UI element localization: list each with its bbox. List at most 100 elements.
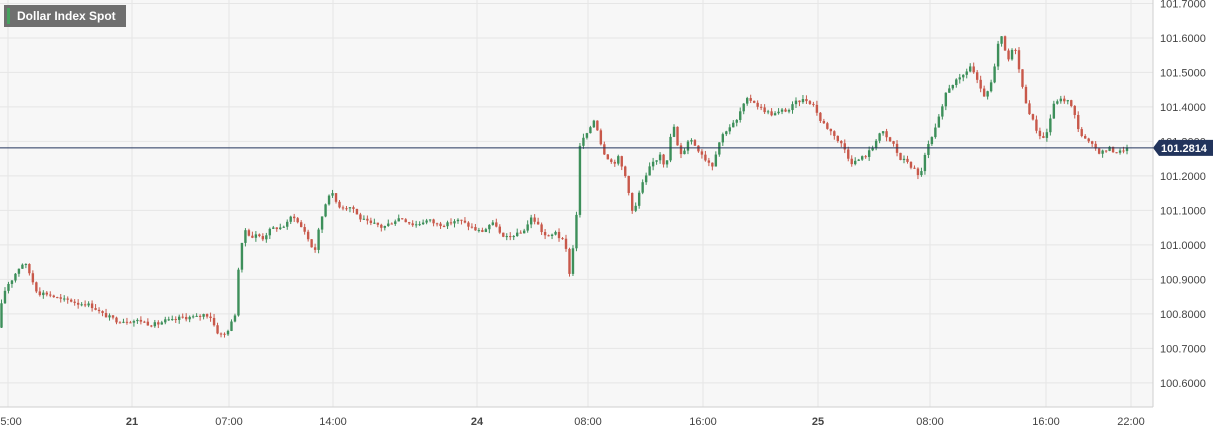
candle-body bbox=[268, 228, 272, 236]
candle-body bbox=[798, 100, 801, 103]
candle-body bbox=[21, 264, 24, 269]
candle-body bbox=[341, 207, 345, 209]
candle-body bbox=[596, 120, 599, 131]
candle-body bbox=[52, 295, 55, 298]
candle-body bbox=[1122, 150, 1125, 152]
candle-body bbox=[993, 66, 996, 83]
candle-body bbox=[826, 123, 829, 129]
candle-body bbox=[369, 220, 373, 223]
candle-body bbox=[69, 299, 73, 302]
x-tick-label: 08:00 bbox=[574, 416, 602, 428]
candle-body bbox=[739, 111, 742, 120]
candle-body bbox=[860, 156, 864, 160]
candle-body bbox=[97, 309, 101, 312]
candle-body bbox=[115, 317, 118, 323]
candle-body bbox=[617, 156, 620, 164]
candle-body bbox=[59, 297, 62, 299]
candle-body bbox=[700, 151, 704, 155]
candle-body bbox=[1056, 101, 1059, 104]
candle-body bbox=[909, 161, 913, 168]
x-tick-label: 08:00 bbox=[916, 416, 944, 428]
candle-body bbox=[394, 221, 397, 224]
candle-body bbox=[1104, 150, 1108, 152]
candle-body bbox=[941, 106, 944, 117]
candle-body bbox=[87, 303, 90, 306]
candle-body bbox=[467, 222, 470, 227]
candle-body bbox=[589, 127, 592, 134]
candle-body bbox=[533, 217, 536, 222]
candle-body bbox=[73, 301, 76, 303]
candle-body bbox=[927, 144, 930, 155]
candle-body bbox=[526, 224, 529, 231]
candle-body bbox=[94, 308, 97, 310]
candle-body bbox=[286, 221, 289, 227]
candle-body bbox=[843, 143, 846, 150]
candle-body bbox=[651, 161, 655, 167]
candles bbox=[0, 35, 1129, 338]
candle-body bbox=[857, 159, 860, 161]
candle-body bbox=[352, 207, 355, 209]
plot-area bbox=[0, 0, 1153, 407]
candle-body bbox=[28, 264, 31, 274]
candle-body bbox=[554, 231, 557, 235]
candle-body bbox=[540, 224, 543, 233]
candle-body bbox=[864, 156, 867, 158]
candle-body bbox=[191, 316, 195, 318]
candle-body bbox=[1028, 103, 1031, 115]
candle-body bbox=[634, 205, 637, 211]
candle-body bbox=[585, 133, 589, 138]
candle-body bbox=[108, 315, 111, 318]
candle-body bbox=[157, 322, 160, 325]
candle-body bbox=[1049, 118, 1052, 133]
candle-body bbox=[254, 234, 258, 238]
candle-body bbox=[543, 232, 547, 236]
candle-body bbox=[725, 131, 728, 135]
candle-body bbox=[805, 99, 808, 102]
candle-body bbox=[425, 220, 428, 223]
x-tick-label: 16:00 bbox=[1032, 416, 1060, 428]
candle-body bbox=[1080, 129, 1083, 136]
candle-body bbox=[791, 104, 794, 111]
candle-body bbox=[380, 224, 383, 228]
candle-body bbox=[683, 150, 686, 155]
candle-body bbox=[592, 120, 596, 128]
candle-body bbox=[498, 226, 501, 233]
candle-body bbox=[198, 315, 202, 317]
x-tick-label: 15:00 bbox=[0, 416, 22, 428]
candle-body bbox=[850, 158, 853, 165]
candle-body bbox=[150, 325, 153, 327]
candle-body bbox=[1111, 146, 1115, 153]
candle-body bbox=[1052, 103, 1056, 119]
candle-body bbox=[840, 140, 843, 144]
candle-body bbox=[610, 159, 613, 162]
candle-body bbox=[139, 319, 143, 322]
candle-body bbox=[282, 226, 285, 228]
candle-body bbox=[787, 110, 791, 112]
candle-body bbox=[1014, 49, 1017, 51]
candle-body bbox=[955, 79, 958, 86]
candle-body bbox=[383, 226, 387, 228]
candle-body bbox=[303, 227, 306, 232]
candle-body bbox=[334, 193, 338, 202]
candle-body bbox=[202, 314, 205, 317]
candle-body bbox=[899, 152, 902, 161]
candle-body bbox=[463, 220, 467, 223]
candle-body bbox=[829, 128, 833, 132]
candle-body bbox=[477, 230, 481, 232]
candle-body bbox=[219, 333, 223, 335]
candle-body bbox=[975, 72, 979, 80]
candle-body bbox=[613, 161, 616, 164]
candle-body bbox=[195, 315, 198, 317]
candle-body bbox=[780, 109, 784, 112]
candle-body bbox=[1077, 114, 1080, 130]
candle-body bbox=[627, 175, 630, 193]
candle-body bbox=[916, 168, 920, 176]
candle-body bbox=[460, 219, 463, 221]
candle-body bbox=[7, 283, 10, 291]
candle-body bbox=[209, 316, 212, 319]
candle-body bbox=[14, 273, 17, 281]
candle-body bbox=[707, 160, 711, 163]
candle-body bbox=[833, 131, 836, 136]
candle-body bbox=[972, 66, 975, 73]
